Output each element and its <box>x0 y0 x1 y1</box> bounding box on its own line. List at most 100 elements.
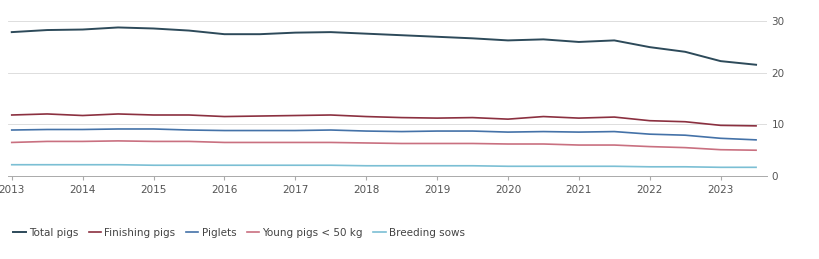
Piglets <box>290 129 300 132</box>
Young pigs < 50 kg <box>219 141 229 144</box>
Finishing pigs <box>715 124 725 127</box>
Piglets <box>715 137 725 140</box>
Total pigs <box>715 60 725 63</box>
Finishing pigs <box>43 112 52 116</box>
Finishing pigs <box>219 115 229 118</box>
Piglets <box>148 127 158 131</box>
Young pigs < 50 kg <box>148 140 158 143</box>
Breeding sows <box>502 165 512 168</box>
Total pigs <box>573 40 583 44</box>
Total pigs <box>325 31 335 34</box>
Total pigs <box>219 33 229 36</box>
Finishing pigs <box>750 124 760 127</box>
Young pigs < 50 kg <box>255 141 265 144</box>
Breeding sows <box>325 164 335 167</box>
Piglets <box>7 128 16 132</box>
Total pigs <box>538 38 548 41</box>
Breeding sows <box>396 164 406 167</box>
Breeding sows <box>290 164 300 167</box>
Young pigs < 50 kg <box>538 142 548 146</box>
Breeding sows <box>183 164 193 167</box>
Total pigs <box>255 33 265 36</box>
Finishing pigs <box>361 115 371 118</box>
Breeding sows <box>715 166 725 169</box>
Total pigs <box>680 50 690 53</box>
Finishing pigs <box>113 112 123 116</box>
Total pigs <box>113 26 123 29</box>
Total pigs <box>750 63 760 66</box>
Piglets <box>538 130 548 133</box>
Total pigs <box>290 31 300 34</box>
Total pigs <box>609 39 618 42</box>
Breeding sows <box>7 163 16 166</box>
Piglets <box>113 127 123 131</box>
Breeding sows <box>361 164 371 167</box>
Piglets <box>609 130 618 133</box>
Breeding sows <box>750 166 760 169</box>
Finishing pigs <box>538 115 548 118</box>
Line: Young pigs < 50 kg: Young pigs < 50 kg <box>11 141 755 150</box>
Total pigs <box>432 35 441 38</box>
Piglets <box>396 130 406 133</box>
Breeding sows <box>219 164 229 167</box>
Breeding sows <box>78 163 88 166</box>
Finishing pigs <box>467 116 477 119</box>
Young pigs < 50 kg <box>396 142 406 145</box>
Young pigs < 50 kg <box>573 143 583 147</box>
Young pigs < 50 kg <box>715 148 725 151</box>
Young pigs < 50 kg <box>502 142 512 146</box>
Breeding sows <box>538 165 548 168</box>
Breeding sows <box>573 165 583 168</box>
Breeding sows <box>680 165 690 168</box>
Finishing pigs <box>7 113 16 117</box>
Young pigs < 50 kg <box>432 142 441 145</box>
Total pigs <box>644 46 654 49</box>
Finishing pigs <box>183 113 193 117</box>
Breeding sows <box>148 164 158 167</box>
Total pigs <box>183 29 193 32</box>
Finishing pigs <box>644 119 654 122</box>
Piglets <box>573 131 583 134</box>
Total pigs <box>467 37 477 40</box>
Breeding sows <box>43 163 52 166</box>
Piglets <box>78 128 88 131</box>
Total pigs <box>148 27 158 30</box>
Young pigs < 50 kg <box>78 140 88 143</box>
Young pigs < 50 kg <box>609 143 618 147</box>
Young pigs < 50 kg <box>644 145 654 148</box>
Line: Breeding sows: Breeding sows <box>11 165 755 167</box>
Total pigs <box>78 28 88 31</box>
Finishing pigs <box>255 114 265 118</box>
Piglets <box>361 130 371 133</box>
Finishing pigs <box>680 120 690 123</box>
Breeding sows <box>432 164 441 167</box>
Breeding sows <box>609 165 618 168</box>
Line: Finishing pigs: Finishing pigs <box>11 114 755 126</box>
Piglets <box>183 128 193 132</box>
Piglets <box>502 131 512 134</box>
Finishing pigs <box>573 117 583 120</box>
Total pigs <box>502 39 512 42</box>
Young pigs < 50 kg <box>325 141 335 144</box>
Young pigs < 50 kg <box>467 142 477 145</box>
Finishing pigs <box>78 114 88 117</box>
Finishing pigs <box>609 116 618 119</box>
Total pigs <box>43 28 52 32</box>
Finishing pigs <box>290 114 300 117</box>
Young pigs < 50 kg <box>680 146 690 149</box>
Young pigs < 50 kg <box>183 140 193 143</box>
Young pigs < 50 kg <box>43 140 52 143</box>
Total pigs <box>7 31 16 34</box>
Finishing pigs <box>432 117 441 120</box>
Piglets <box>43 128 52 131</box>
Piglets <box>219 129 229 132</box>
Piglets <box>750 138 760 141</box>
Young pigs < 50 kg <box>113 139 123 142</box>
Young pigs < 50 kg <box>290 141 300 144</box>
Line: Piglets: Piglets <box>11 129 755 140</box>
Breeding sows <box>644 165 654 168</box>
Piglets <box>255 129 265 132</box>
Total pigs <box>396 34 406 37</box>
Piglets <box>325 128 335 132</box>
Piglets <box>680 134 690 137</box>
